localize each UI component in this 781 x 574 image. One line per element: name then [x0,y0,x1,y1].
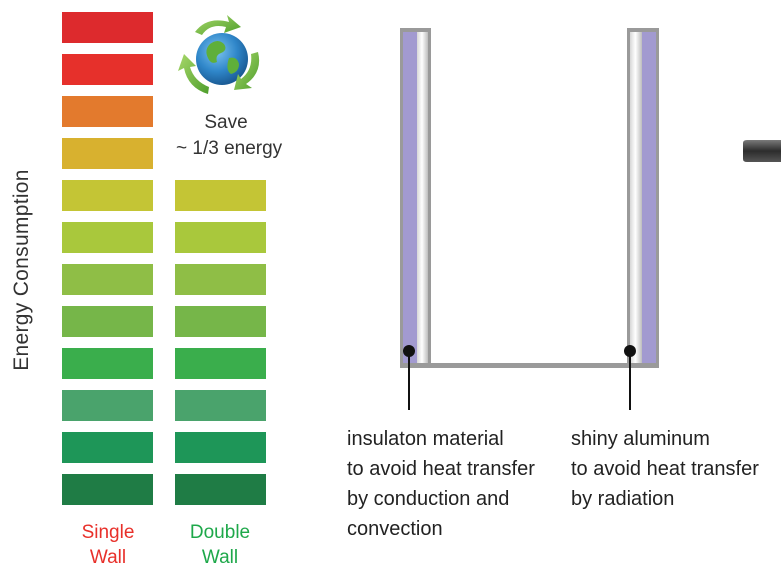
insulation-annotation-line-4: convection [347,518,443,540]
single-wall-bar-10 [62,390,153,421]
save-line-2: ~ 1/3 energy [176,138,283,159]
double-wall-label-line-1: Double [189,522,251,543]
double-wall-bar-6 [175,222,266,253]
single-wall-label-line-1: Single [81,522,135,543]
double-wall-bar-8 [175,306,266,337]
insulation-annotation-line-2: to avoid heat transfer [347,458,535,480]
single-wall-bar-1 [62,12,153,43]
aluminum-annotation-line-1: shiny aluminum [571,428,710,450]
single-wall-bar-2 [62,54,153,85]
left-aluminum-layer [417,32,428,364]
lid-knob-icon [743,140,781,162]
aluminum-annotation-line-3: by radiation [571,488,675,510]
right-wall [627,28,659,366]
save-energy-note: Save ~ 1/3 energy [176,110,283,162]
double-wall-label: Double Wall [175,520,265,570]
left-insulation-layer [403,32,417,364]
container-bottom [400,363,659,368]
right-aluminum-layer [630,32,642,364]
double-wall-bar-7 [175,264,266,295]
double-wall-bar-5 [175,180,266,211]
aluminum-annotation-line-2: to avoid heat transfer [571,458,759,480]
right-insulation-layer [642,32,656,364]
left-wall [400,28,431,366]
save-line-1: Save [204,112,248,133]
insulation-annotation-line-3: by conduction and [347,488,510,510]
single-wall-bar-5 [62,180,153,211]
aluminum-pointer-dot [624,345,636,357]
insulation-pointer-dot [403,345,415,357]
single-wall-bar-7 [62,264,153,295]
single-wall-bar-12 [62,474,153,505]
single-wall-bar-3 [62,96,153,127]
single-wall-bar-11 [62,432,153,463]
insulation-annotation-line-1: insulaton material [347,428,504,450]
recycle-globe-icon [178,15,260,94]
single-wall-label-line-2: Wall [89,547,127,568]
single-wall-bar-4 [62,138,153,169]
double-wall-bar-12 [175,474,266,505]
aluminum-annotation: shiny aluminum to avoid heat transfer by… [571,424,759,514]
single-wall-bar-9 [62,348,153,379]
double-wall-bar-9 [175,348,266,379]
single-wall-bar-8 [62,306,153,337]
insulation-annotation: insulaton material to avoid heat transfe… [347,424,535,544]
single-wall-label: Single Wall [63,520,153,570]
double-wall-label-line-2: Wall [201,547,239,568]
double-wall-bar-10 [175,390,266,421]
single-wall-bar-6 [62,222,153,253]
double-wall-bar-11 [175,432,266,463]
